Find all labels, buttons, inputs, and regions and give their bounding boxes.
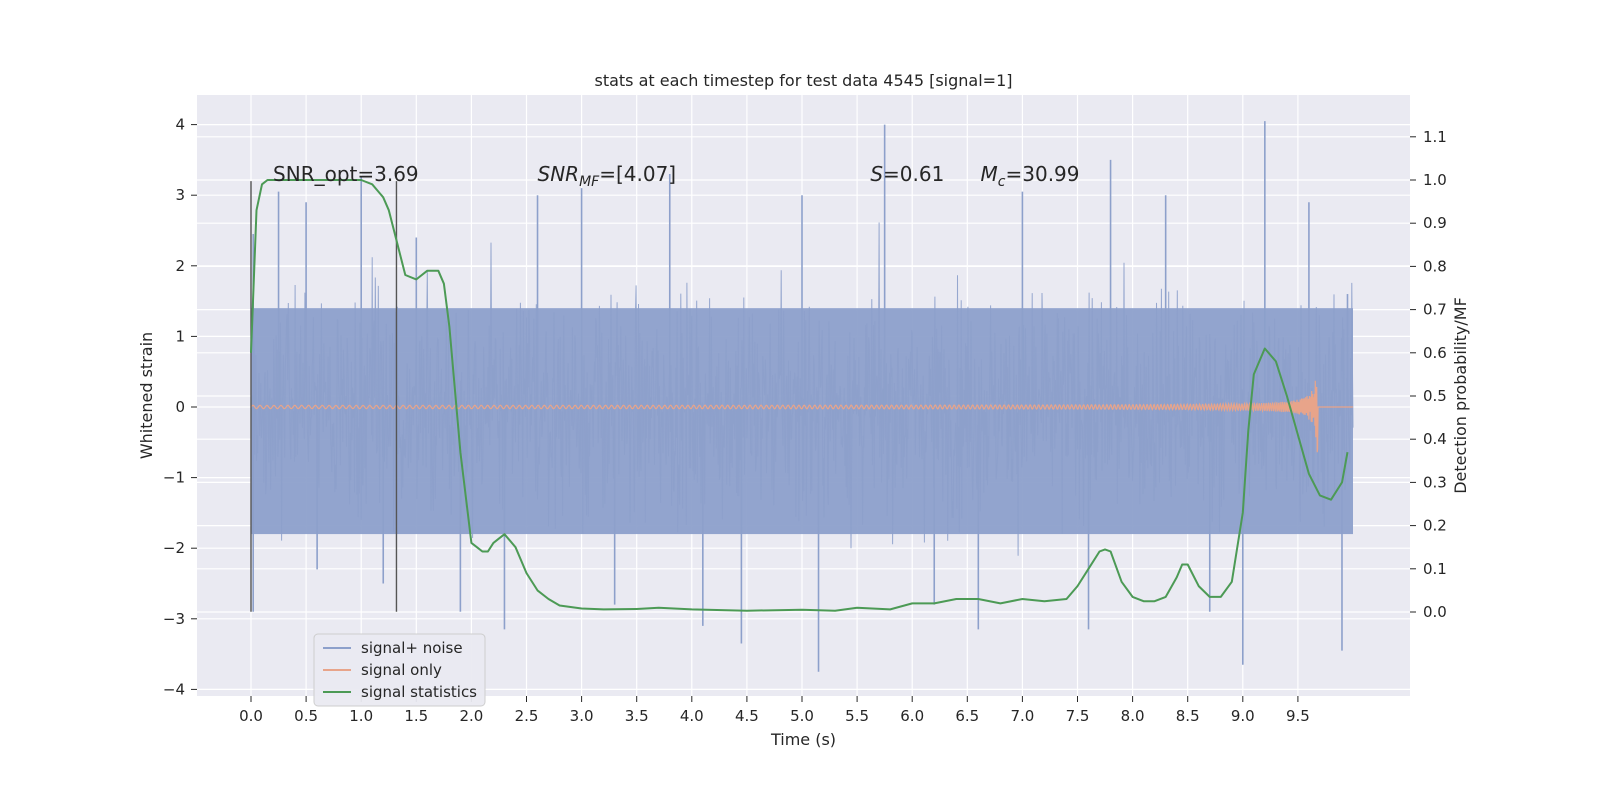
annotation-part: SNR_opt=3.69 — [273, 162, 419, 186]
y-tick-label: −3 — [163, 610, 185, 628]
annotation-part: S — [870, 162, 883, 186]
y2-tick-label: 0.4 — [1423, 430, 1447, 448]
x-tick-label: 7.5 — [1066, 707, 1090, 725]
legend-label: signal only — [361, 661, 442, 679]
annotations: SNR_opt=3.69 SNRMF=[4.07] S=0.61 Mc=30.99 — [273, 162, 1079, 190]
x-tick-label: 5.5 — [845, 707, 869, 725]
x-tick-label: 4.0 — [680, 707, 704, 725]
x-tick-label: 4.5 — [735, 707, 759, 725]
signal-only-line — [250, 380, 1353, 453]
annotation-part: M — [981, 162, 998, 186]
y-tick-label: −1 — [163, 469, 185, 487]
legend-box — [313, 633, 486, 707]
annotation-part: SNR — [538, 162, 580, 186]
annotation-text: Mc=30.99 — [981, 162, 1080, 190]
annotation-part: c — [998, 174, 1006, 190]
x-tick-label: 1.0 — [349, 707, 373, 725]
x-tick-label: 9.5 — [1286, 707, 1310, 725]
x-tick-label: 1.5 — [404, 707, 428, 725]
x-tick-label: 6.0 — [900, 707, 924, 725]
y2-tick-label: 0.1 — [1423, 560, 1447, 578]
y2-tick-label: 1.0 — [1423, 171, 1447, 189]
y-axis-right: 1.1 1.0 0.9 0.8 0.7 0.6 0.5 0.4 0.3 0.2 0.1 0.0 — [1410, 128, 1447, 621]
x-tick-label: 3.0 — [570, 707, 594, 725]
x-tick-label: 3.5 — [625, 707, 649, 725]
annotation-text: SNR_opt=3.69 — [273, 162, 419, 186]
y-tick-label: 1 — [175, 327, 185, 345]
annotation-text: SNRMF=[4.07] — [538, 162, 677, 190]
y2-tick-label: 0.5 — [1423, 387, 1447, 405]
annotation-part: =0.61 — [883, 162, 944, 186]
annotation-part: MF — [579, 174, 600, 190]
y-tick-label: 2 — [175, 257, 185, 275]
signal-statistics-series — [250, 179, 1349, 612]
signal-only-series — [250, 380, 1353, 453]
y-axis-label: Whitened strain — [137, 332, 156, 459]
x-tick-label: 2.5 — [515, 707, 539, 725]
y2-axis-label: Detection probability/MF — [1451, 297, 1470, 494]
x-tick-label: 0.5 — [294, 707, 318, 725]
y2-tick-label: 1.1 — [1423, 128, 1447, 146]
y-axis-left: 4 3 2 1 0 −1 −2 −3 −4 — [163, 116, 197, 698]
y2-tick-label: 0.7 — [1423, 301, 1447, 319]
signal-statistics-line — [250, 179, 1349, 612]
vertical-markers — [250, 181, 398, 612]
y2-tick-label: 0.3 — [1423, 473, 1447, 491]
y2-tick-label: 0.6 — [1423, 344, 1447, 362]
signal-noise-series — [250, 121, 1354, 672]
chart-title: stats at each timestep for test data 454… — [594, 71, 1012, 90]
annotation-part: =30.99 — [1005, 162, 1079, 186]
y-tick-label: 4 — [175, 116, 185, 134]
x-tick-label: 6.5 — [955, 707, 979, 725]
x-tick-label: 7.0 — [1010, 707, 1034, 725]
x-axis: 0.0 0.5 1.0 1.5 2.0 2.5 3.0 3.5 4.0 4.5 5.0 5.5 6.0 6… — [239, 696, 1310, 725]
y2-tick-label: 0.0 — [1423, 603, 1447, 621]
x-tick-label: 0.0 — [239, 707, 263, 725]
x-axis-label: Time (s) — [770, 730, 836, 749]
legend-label: signal statistics — [361, 683, 477, 701]
annotation-part: =[4.07] — [599, 162, 676, 186]
x-tick-label: 2.0 — [459, 707, 483, 725]
annotation-text: S=0.61 — [870, 162, 944, 186]
legend: signal+ noise signal only signal statistic… — [313, 633, 486, 707]
y2-tick-label: 0.9 — [1423, 214, 1447, 232]
x-tick-label: 8.0 — [1121, 707, 1145, 725]
legend-label: signal+ noise — [361, 639, 463, 657]
x-tick-label: 9.0 — [1231, 707, 1255, 725]
y2-tick-label: 0.2 — [1423, 517, 1447, 535]
y-tick-label: 3 — [175, 186, 185, 204]
y-tick-label: 0 — [175, 398, 185, 416]
x-tick-label: 5.0 — [790, 707, 814, 725]
y2-tick-label: 0.8 — [1423, 257, 1447, 275]
y-tick-label: −2 — [163, 539, 185, 557]
y-tick-label: −4 — [163, 680, 185, 698]
x-tick-label: 8.5 — [1176, 707, 1200, 725]
